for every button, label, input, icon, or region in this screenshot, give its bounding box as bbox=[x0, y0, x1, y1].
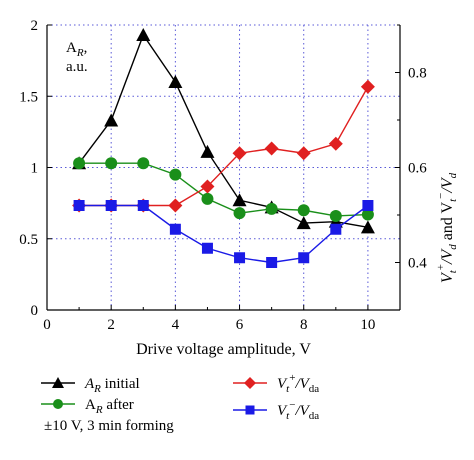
data-point bbox=[201, 242, 213, 254]
data-point bbox=[361, 208, 374, 221]
legend-label: Vt+/Vda bbox=[277, 372, 319, 395]
data-point bbox=[297, 204, 310, 217]
data-point bbox=[360, 220, 375, 234]
y-left-tick-label: 2 bbox=[31, 18, 39, 34]
axes bbox=[46, 24, 401, 311]
x-axis-title: Drive voltage amplitude, V bbox=[136, 341, 311, 358]
data-point bbox=[137, 157, 150, 170]
x-tick-label: 4 bbox=[172, 317, 180, 333]
data-point bbox=[73, 157, 86, 170]
data-point bbox=[105, 200, 117, 211]
tick-labels: 0 2 4 6 8 10 0 0.5 1 1.5 2 0.4 0.6 0.8 Drive voltage a… bbox=[19, 18, 459, 358]
series-layer bbox=[72, 27, 375, 268]
data-point bbox=[329, 209, 342, 222]
data-point bbox=[73, 200, 85, 211]
grid-lines bbox=[47, 24, 400, 310]
data-point bbox=[264, 141, 279, 156]
series-2 bbox=[72, 79, 375, 213]
data-point bbox=[232, 146, 247, 161]
data-point bbox=[232, 193, 247, 207]
data-point bbox=[330, 223, 342, 235]
series-line bbox=[79, 86, 369, 207]
data-point bbox=[328, 136, 343, 151]
legend-label: AR after bbox=[85, 397, 134, 416]
y-left-tick-label: 0 bbox=[31, 303, 39, 319]
x-tick-label: 10 bbox=[360, 317, 375, 333]
x-tick-label: 0 bbox=[43, 317, 51, 333]
data-point bbox=[360, 79, 375, 94]
annotation-line2: a.u. bbox=[66, 59, 88, 75]
x-tick-label: 8 bbox=[300, 317, 308, 333]
annotation: AR,a.u. bbox=[66, 40, 88, 75]
data-point bbox=[244, 377, 256, 389]
legend-entry: Vt+/Vda bbox=[233, 372, 319, 395]
legend-label: Vt−/Vda bbox=[277, 399, 319, 422]
legend-entry: Vt−/Vda bbox=[233, 399, 319, 422]
legend: AR initial AR after ±10 V, 3 min forming Vt… bbox=[41, 372, 319, 434]
data-point bbox=[234, 252, 246, 264]
data-point bbox=[245, 405, 255, 415]
series-1 bbox=[73, 157, 374, 222]
data-point bbox=[52, 377, 64, 388]
data-point bbox=[169, 168, 182, 181]
legend-entry: AR after bbox=[41, 397, 134, 416]
series-line bbox=[78, 33, 369, 229]
legend-note: ±10 V, 3 min forming bbox=[44, 418, 174, 434]
data-point bbox=[201, 192, 214, 205]
data-point bbox=[296, 216, 311, 230]
y-right-tick-label: 0.6 bbox=[408, 161, 427, 177]
data-point bbox=[200, 144, 215, 158]
data-point bbox=[105, 157, 118, 170]
x-tick-label: 6 bbox=[236, 317, 244, 333]
data-point bbox=[265, 202, 278, 215]
data-point bbox=[137, 200, 149, 211]
series-line bbox=[79, 162, 368, 217]
data-point bbox=[169, 223, 181, 235]
y-right-tick-label: 0.4 bbox=[408, 256, 427, 272]
data-point bbox=[296, 146, 311, 161]
data-point bbox=[168, 75, 183, 88]
data-point bbox=[53, 399, 63, 409]
x-tick-label: 2 bbox=[107, 317, 115, 333]
series-line bbox=[79, 204, 369, 264]
y-right-tick-label: 0.8 bbox=[408, 66, 427, 82]
data-point bbox=[168, 198, 183, 213]
data-point bbox=[200, 179, 215, 194]
y-right-axis-title: Vt+/Vd and Vt−/Vd bbox=[435, 172, 459, 283]
y-left-tick-label: 1.5 bbox=[19, 89, 38, 105]
data-point bbox=[136, 27, 151, 41]
y-left-tick-label: 0.5 bbox=[19, 232, 38, 248]
y-left-tick-label: 1 bbox=[31, 161, 39, 177]
legend-entry: AR initial bbox=[41, 376, 140, 395]
series-3 bbox=[73, 200, 374, 268]
data-point bbox=[233, 207, 246, 220]
data-point bbox=[104, 113, 119, 127]
legend-label: AR initial bbox=[84, 376, 140, 395]
series-0 bbox=[72, 27, 375, 234]
data-point bbox=[362, 200, 374, 211]
data-point bbox=[266, 257, 278, 268]
data-point bbox=[298, 252, 310, 264]
annotation-line1: AR, bbox=[66, 40, 87, 59]
